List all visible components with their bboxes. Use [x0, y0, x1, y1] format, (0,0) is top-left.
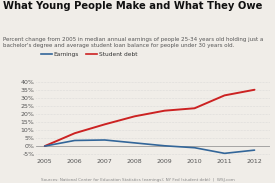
Text: Sources: National Center for Education Statistics (earnings); NY Fed (student de: Sources: National Center for Education S… [41, 178, 234, 182]
Text: Percent change from 2005 in median annual earnings of people 25-34 years old hol: Percent change from 2005 in median annua… [3, 37, 263, 48]
Text: What Young People Make and What They Owe: What Young People Make and What They Owe [3, 1, 262, 11]
Legend: Earnings, Student debt: Earnings, Student debt [39, 49, 140, 59]
